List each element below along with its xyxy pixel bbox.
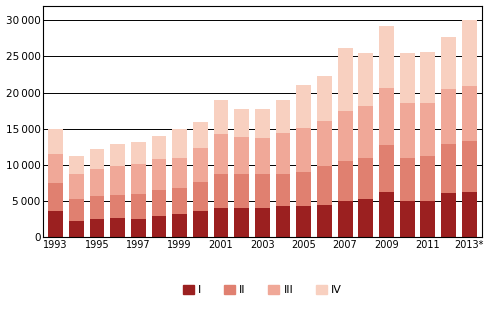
Bar — [338, 48, 353, 112]
Bar — [420, 103, 435, 155]
Bar — [172, 188, 187, 214]
Bar — [48, 129, 63, 154]
Bar — [89, 219, 105, 237]
Bar — [131, 194, 146, 219]
Bar — [275, 133, 291, 174]
Bar — [214, 134, 228, 174]
Bar — [338, 112, 353, 161]
Bar — [172, 130, 187, 158]
Bar — [462, 86, 477, 141]
Bar — [462, 192, 477, 237]
Bar — [131, 219, 146, 237]
Bar — [358, 199, 373, 237]
Bar — [255, 209, 270, 237]
Bar — [152, 216, 166, 237]
Bar — [193, 182, 208, 211]
Bar — [317, 76, 332, 121]
Bar — [296, 128, 311, 172]
Bar — [193, 148, 208, 182]
Bar — [296, 172, 311, 206]
Bar — [152, 136, 166, 159]
Bar — [234, 137, 249, 174]
Bar — [214, 100, 228, 134]
Bar — [172, 158, 187, 188]
Bar — [48, 183, 63, 211]
Bar — [420, 200, 435, 237]
Bar — [255, 174, 270, 209]
Bar — [338, 200, 353, 237]
Bar — [275, 206, 291, 237]
Bar — [441, 89, 456, 144]
Bar — [379, 26, 394, 88]
Bar — [69, 199, 84, 221]
Bar — [400, 103, 414, 158]
Bar — [69, 155, 84, 174]
Bar — [69, 221, 84, 237]
Bar — [420, 52, 435, 103]
Bar — [317, 205, 332, 237]
Bar — [48, 154, 63, 183]
Bar — [296, 206, 311, 237]
Bar — [152, 190, 166, 216]
Bar — [358, 158, 373, 199]
Bar — [110, 144, 125, 166]
Bar — [234, 174, 249, 208]
Bar — [338, 161, 353, 200]
Bar — [462, 141, 477, 192]
Bar — [152, 159, 166, 190]
Bar — [48, 211, 63, 237]
Bar — [255, 109, 270, 138]
Bar — [193, 211, 208, 237]
Bar — [110, 166, 125, 195]
Bar — [441, 193, 456, 237]
Bar — [172, 214, 187, 237]
Bar — [317, 166, 332, 205]
Bar — [296, 85, 311, 128]
Bar — [214, 174, 228, 208]
Bar — [400, 158, 414, 201]
Bar — [234, 109, 249, 137]
Bar — [358, 106, 373, 158]
Bar — [131, 164, 146, 194]
Bar — [255, 138, 270, 174]
Bar — [275, 100, 291, 133]
Bar — [379, 145, 394, 192]
Legend: I, II, III, IV: I, II, III, IV — [178, 280, 347, 299]
Bar — [358, 53, 373, 106]
Bar — [400, 53, 414, 103]
Bar — [317, 121, 332, 166]
Bar — [441, 37, 456, 89]
Bar — [441, 144, 456, 193]
Bar — [89, 169, 105, 196]
Bar — [89, 149, 105, 169]
Bar — [400, 201, 414, 237]
Bar — [275, 174, 291, 206]
Bar — [89, 196, 105, 219]
Bar — [69, 174, 84, 199]
Bar — [420, 155, 435, 200]
Bar — [379, 88, 394, 145]
Bar — [379, 192, 394, 237]
Bar — [193, 121, 208, 148]
Bar — [110, 195, 125, 218]
Bar — [234, 208, 249, 237]
Bar — [131, 142, 146, 164]
Bar — [214, 208, 228, 237]
Bar — [110, 218, 125, 237]
Bar — [462, 20, 477, 86]
